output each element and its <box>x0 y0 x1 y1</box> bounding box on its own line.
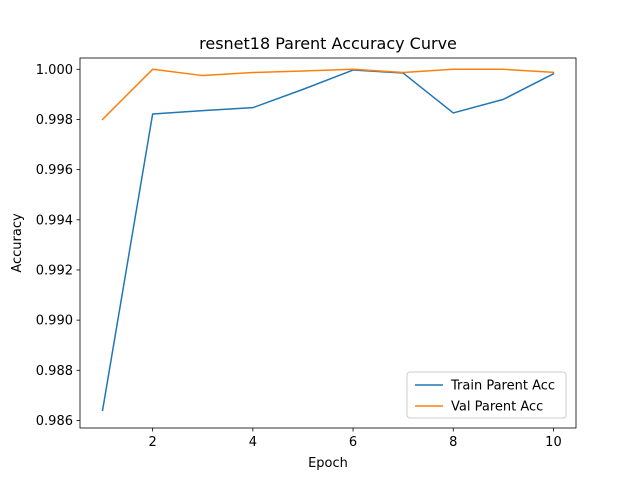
plot-area <box>101 68 555 412</box>
data-point <box>102 410 104 412</box>
legend-label: Val Parent Acc <box>451 400 543 415</box>
data-point <box>152 68 154 70</box>
y-tick-label: 1.000 <box>36 63 73 78</box>
data-point <box>503 68 505 70</box>
data-point <box>152 113 154 115</box>
x-tick-label: 4 <box>249 435 257 450</box>
data-point <box>452 112 454 114</box>
series-line-1 <box>101 69 555 412</box>
x-tick-label: 10 <box>545 435 562 450</box>
series-line-2 <box>101 68 555 121</box>
legend-label: Train Parent Acc <box>450 379 555 394</box>
y-tick-label: 0.998 <box>36 113 73 128</box>
y-tick-label: 0.996 <box>36 163 73 178</box>
y-tick-label: 0.990 <box>36 314 73 329</box>
data-point <box>503 99 505 101</box>
data-point <box>302 70 304 72</box>
y-tick-label: 0.988 <box>36 364 73 379</box>
data-point <box>202 110 204 112</box>
data-point <box>302 89 304 91</box>
x-tick-label: 8 <box>449 435 457 450</box>
x-tick-label: 2 <box>149 435 157 450</box>
x-tick-label: 6 <box>349 435 357 450</box>
data-point <box>352 68 354 70</box>
axes-frame <box>79 57 577 429</box>
chart-title: resnet18 Parent Accuracy Curve <box>199 34 457 53</box>
data-point <box>553 72 555 74</box>
axes: 2 4 6 8 10 0.986 0.988 0.990 0.992 0.994 0.996 0.99… <box>36 57 577 450</box>
data-point <box>402 72 404 74</box>
data-point <box>252 107 254 109</box>
data-point <box>452 68 454 70</box>
y-tick-label: 0.992 <box>36 263 73 278</box>
y-axis-title: Accuracy <box>10 213 25 273</box>
data-point <box>102 119 104 121</box>
y-tick-label: 0.986 <box>36 414 73 429</box>
legend-box <box>406 371 567 419</box>
data-point <box>202 75 204 77</box>
legend: Train Parent Acc Val Parent Acc <box>406 371 567 419</box>
y-tick-label: 0.994 <box>36 213 73 228</box>
data-point <box>553 73 555 75</box>
data-point <box>252 72 254 74</box>
x-axis-title: Epoch <box>308 456 348 471</box>
